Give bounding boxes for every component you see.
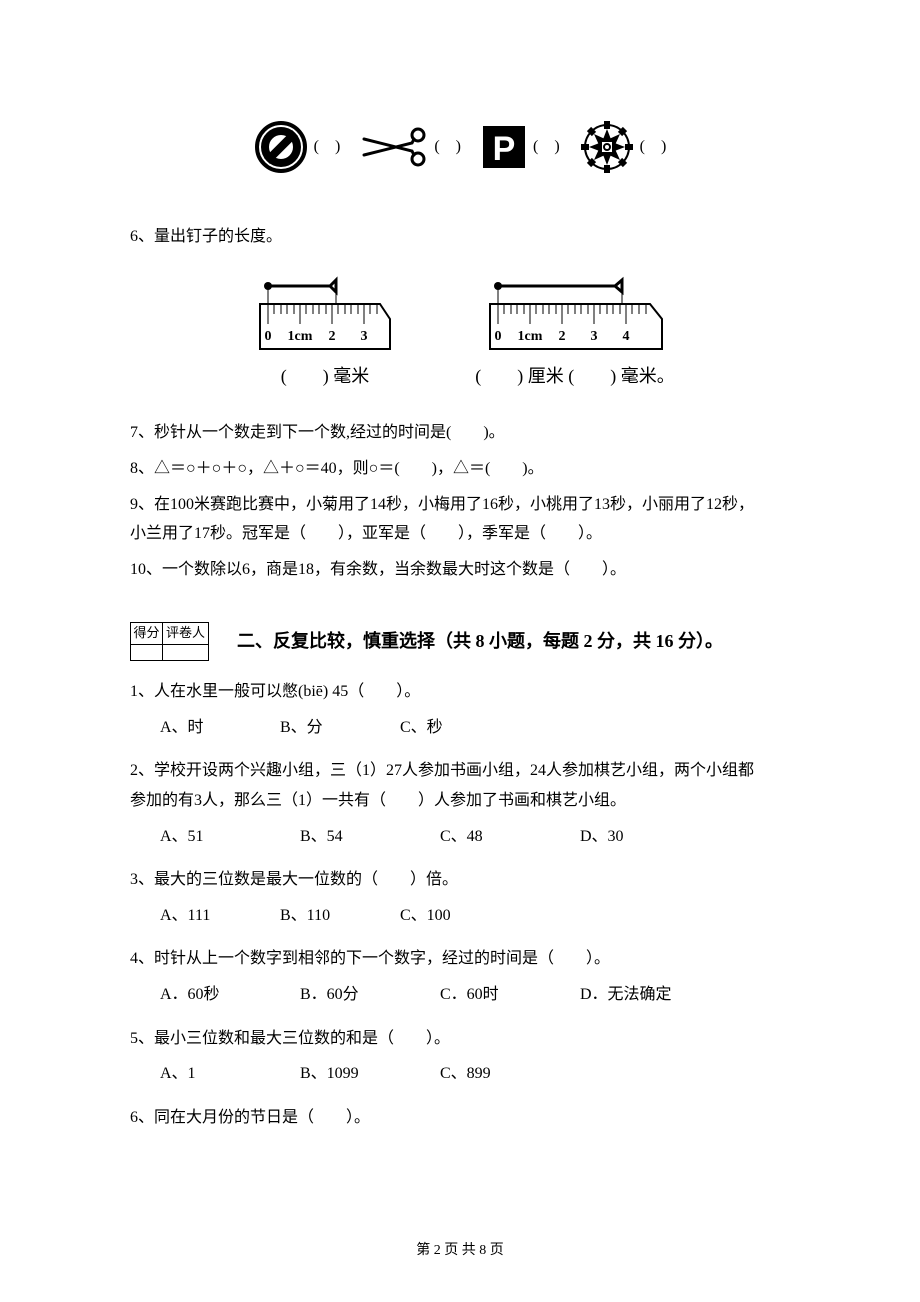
paren-text: ( ) xyxy=(434,134,461,160)
s2q3-options: A、111 B、110 C、100 xyxy=(160,903,790,929)
s2q6-text: 6、同在大月份的节日是（ ）。 xyxy=(130,1105,790,1131)
svg-text:1cm: 1cm xyxy=(518,329,543,344)
svg-text:0: 0 xyxy=(495,329,502,344)
q8-text: 8、△＝○＋○＋○，△＋○＝40，则○＝( )，△＝( )。 xyxy=(130,456,790,482)
svg-text:3: 3 xyxy=(361,329,368,344)
s2q1-options: A、时 B、分 C、秒 xyxy=(160,715,790,741)
scissors-sign-icon xyxy=(360,125,428,169)
q9-line1: 9、在100米赛跑比赛中，小菊用了14秒，小梅用了16秒，小桃用了13秒，小丽用… xyxy=(130,492,790,518)
option: A、111 xyxy=(160,903,280,929)
section2-title: 二、反复比较，慎重选择（共 8 小题，每题 2 分，共 16 分）。 xyxy=(237,631,723,651)
score-cell-label1: 得分 xyxy=(131,623,163,645)
option: C、100 xyxy=(400,903,520,929)
score-cell-blank1 xyxy=(131,645,163,661)
page-footer: 第 2 页 共 8 页 xyxy=(0,1240,920,1262)
option: A、51 xyxy=(160,824,300,850)
s2q4-options: A．60秒 B．60分 C．60时 D．无法确定 xyxy=(160,982,790,1008)
parking-sign-icon: P xyxy=(481,124,527,170)
s2q5-text: 5、最小三位数和最大三位数的和是（ ）。 xyxy=(130,1026,790,1052)
no-entry-sign-icon xyxy=(254,120,308,174)
page: ( ) ( ) P ( ) xyxy=(0,0,920,1302)
svg-text:P: P xyxy=(493,130,516,168)
scissors-sign-item: ( ) xyxy=(360,125,461,169)
paren-text: ( ) xyxy=(640,134,667,160)
section2-header: 得分 评卷人 二、反复比较，慎重选择（共 8 小题，每题 2 分，共 16 分）… xyxy=(130,622,790,661)
s2q2-options: A、51 B、54 C、48 D、30 xyxy=(160,824,790,850)
ruler2-block: 0 1cm 2 3 4 ( ) 厘米 ( ) 毫米。 xyxy=(470,274,680,391)
option: C、秒 xyxy=(400,715,520,741)
svg-text:3: 3 xyxy=(591,329,598,344)
q9-line2: 小兰用了17秒。冠军是（ ），亚军是（ ），季军是（ ）。 xyxy=(130,521,790,547)
option: A．60秒 xyxy=(160,982,300,1008)
svg-text:2: 2 xyxy=(329,329,336,344)
s2q4-text: 4、时针从上一个数字到相邻的下一个数字，经过的时间是（ ）。 xyxy=(130,946,790,972)
option: A、1 xyxy=(160,1061,300,1087)
score-cell-label2: 评卷人 xyxy=(163,623,209,645)
svg-text:4: 4 xyxy=(623,329,630,344)
option: B、1099 xyxy=(300,1061,440,1087)
svg-text:1cm: 1cm xyxy=(288,329,313,344)
ruler1-label: ( ) 毫米 xyxy=(281,362,370,391)
option: B、54 xyxy=(300,824,440,850)
ruler2-icon: 0 1cm 2 3 4 xyxy=(470,274,680,354)
ruler2-label: ( ) 厘米 ( ) 毫米。 xyxy=(475,362,674,391)
ruler-row: 0 1cm 2 3 ( ) 毫米 xyxy=(130,274,790,391)
ruler1-block: 0 1cm 2 3 ( ) 毫米 xyxy=(240,274,410,391)
score-cell-blank2 xyxy=(163,645,209,661)
parking-sign-item: P ( ) xyxy=(481,124,560,170)
option: B．60分 xyxy=(300,982,440,1008)
option: A、时 xyxy=(160,715,280,741)
s2q1-text: 1、人在水里一般可以憋(biē) 45（ ）。 xyxy=(130,679,790,705)
gear-sign-icon xyxy=(580,120,634,174)
option: C、899 xyxy=(440,1061,580,1087)
svg-text:0: 0 xyxy=(265,329,272,344)
s2q3-text: 3、最大的三位数是最大一位数的（ ）倍。 xyxy=(130,867,790,893)
score-table: 得分 评卷人 xyxy=(130,622,209,661)
s2q2-line2: 参加的有3人，那么三（1）一共有（ ）人参加了书画和棋艺小组。 xyxy=(130,788,790,814)
paren-text: ( ) xyxy=(314,134,341,160)
no-entry-sign-item: ( ) xyxy=(254,120,341,174)
option: B、110 xyxy=(280,903,400,929)
q7-text: 7、秒针从一个数走到下一个数,经过的时间是( )。 xyxy=(130,420,790,446)
option: B、分 xyxy=(280,715,400,741)
q6-text: 6、量出钉子的长度。 xyxy=(130,224,790,250)
option: C．60时 xyxy=(440,982,580,1008)
option: D、30 xyxy=(580,824,720,850)
option: C、48 xyxy=(440,824,580,850)
s2q2-line1: 2、学校开设两个兴趣小组，三（1）27人参加书画小组，24人参加棋艺小组，两个小… xyxy=(130,758,790,784)
option: D．无法确定 xyxy=(580,982,720,1008)
paren-text: ( ) xyxy=(533,134,560,160)
s2q5-options: A、1 B、1099 C、899 xyxy=(160,1061,790,1087)
q10-text: 10、一个数除以6，商是18，有余数，当余数最大时这个数是（ ）。 xyxy=(130,557,790,583)
svg-text:2: 2 xyxy=(559,329,566,344)
signs-row: ( ) ( ) P ( ) xyxy=(130,120,790,174)
ruler1-icon: 0 1cm 2 3 xyxy=(240,274,410,354)
gear-sign-item: ( ) xyxy=(580,120,667,174)
